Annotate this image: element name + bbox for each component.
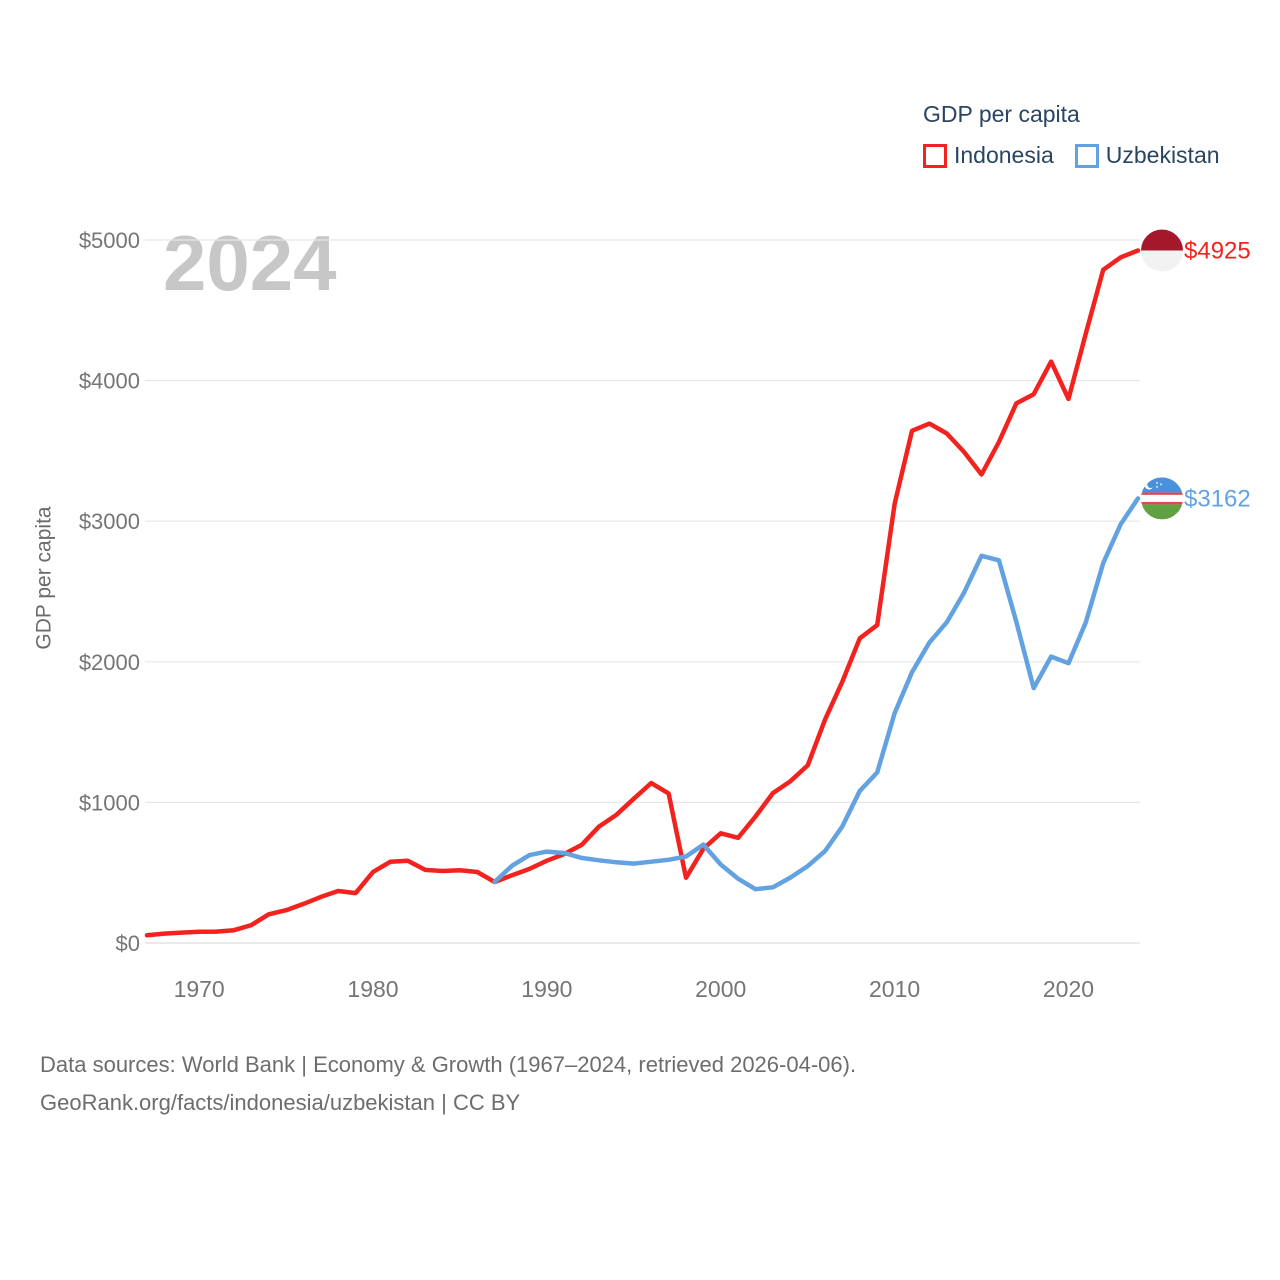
legend: GDP per capita Indonesia Uzbekistan	[923, 101, 1220, 169]
legend-label-indonesia: Indonesia	[954, 142, 1054, 168]
legend-title: GDP per capita	[923, 101, 1080, 127]
footer: Data sources: World Bank | Economy & Gro…	[40, 1046, 856, 1122]
uzbekistan-flag-icon	[1141, 477, 1183, 520]
x-tick-label-1980: 1980	[347, 976, 398, 1002]
uzbekistan-end-marker: $3162	[1141, 477, 1251, 520]
uzbekistan-value-label: $3162	[1184, 485, 1251, 512]
uzbekistan-line	[492, 496, 1141, 892]
y-axis-tick-labels: $0 $1000 $2000 $3000 $4000 $5000	[79, 228, 140, 956]
footer-source-line: Data sources: World Bank | Economy & Gro…	[40, 1052, 857, 1077]
end-markers: $4925 $3162	[1141, 229, 1251, 520]
x-tick-label-2000: 2000	[695, 976, 746, 1002]
y-tick-label-0: $0	[116, 931, 140, 956]
legend-label-uzbekistan: Uzbekistan	[1105, 142, 1220, 168]
indonesia-value-label: $4925	[1184, 238, 1251, 265]
y-tick-label-1000: $1000	[79, 790, 140, 815]
x-tick-label-1970: 1970	[174, 976, 225, 1002]
y-tick-label-5000: $5000	[79, 228, 140, 253]
legend-item-indonesia: Indonesia	[923, 142, 1054, 169]
series-lines	[144, 248, 1141, 938]
legend-items: Indonesia Uzbekistan	[923, 142, 1220, 169]
footer-attribution-line: GeoRank.org/facts/indonesia/uzbekistan |…	[40, 1090, 521, 1115]
indonesia-swatch-icon	[923, 143, 947, 168]
indonesia-end-marker: $4925	[1141, 229, 1251, 272]
uzbekistan-swatch-icon	[1074, 143, 1099, 168]
indonesia-flag-icon	[1141, 229, 1183, 272]
indonesia-line	[144, 248, 1141, 938]
x-axis-tick-labels: 1970 1980 1990 2000 2010 2020	[174, 976, 1094, 1002]
y-tick-label-4000: $4000	[79, 369, 140, 394]
gridlines	[145, 239, 1140, 944]
x-tick-label-1990: 1990	[521, 976, 572, 1002]
year-watermark: 2024	[163, 219, 337, 307]
y-tick-label-2000: $2000	[79, 650, 140, 675]
y-tick-label-3000: $3000	[79, 509, 140, 534]
x-tick-label-2020: 2020	[1043, 976, 1094, 1002]
legend-item-uzbekistan: Uzbekistan	[1074, 142, 1220, 169]
x-tick-label-2010: 2010	[869, 976, 920, 1002]
